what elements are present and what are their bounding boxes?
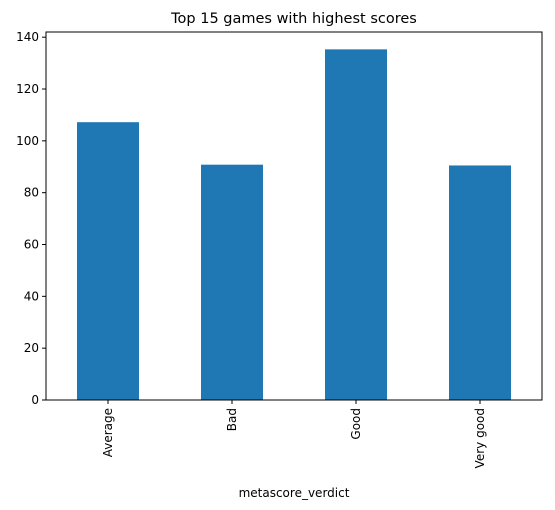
x-tick-label: Average	[101, 408, 115, 457]
y-tick-label: 0	[31, 393, 39, 407]
y-tick-label: 140	[16, 30, 39, 44]
y-tick-label: 100	[16, 134, 39, 148]
x-tick-label: Good	[349, 408, 363, 440]
bar-good	[325, 49, 387, 401]
x-tick-label: Bad	[225, 408, 239, 431]
plot-frame	[45, 31, 543, 401]
x-tick-label: Very good	[473, 408, 487, 468]
x-axis-label: metascore_verdict	[239, 486, 350, 500]
chart-title: Top 15 games with highest scores	[170, 11, 417, 27]
bar-bad	[201, 164, 263, 400]
y-tick-label: 60	[24, 238, 39, 252]
y-tick-label: 40	[24, 289, 39, 303]
bar-very-good	[449, 165, 511, 400]
y-tick-label: 20	[24, 341, 39, 355]
y-tick-label: 80	[24, 186, 39, 200]
plot-area: Average Bad Good Very good 0 20 40 60 80 100 120 14…	[16, 30, 543, 468]
bar-average	[77, 122, 139, 400]
y-tick-label: 120	[16, 82, 39, 96]
